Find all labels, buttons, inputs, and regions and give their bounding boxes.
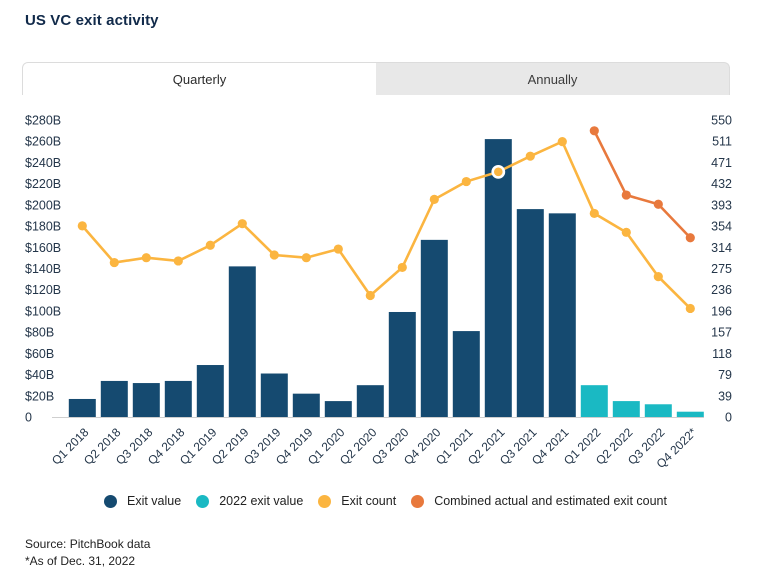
legend-item-exit-value: Exit value [104,494,181,508]
source-note: Source: PitchBook data [25,537,151,551]
left-axis-tick: $200B [25,198,61,212]
left-axis-tick: $40B [25,368,54,382]
footer: Source: PitchBook data *As of Dec. 31, 2… [25,536,150,570]
right-axis-tick: 196 [711,304,732,318]
exit-count-swatch-icon [318,494,332,508]
bar-Q1 2018[interactable] [68,398,96,417]
bar-Q4 2019[interactable] [292,393,320,417]
right-axis-tick: 236 [711,283,732,297]
point-Q4 2022*[interactable] [685,303,695,314]
point-Q1 2022[interactable] [589,208,599,219]
right-axis-tick: 511 [712,135,732,149]
point-Q2 2019[interactable] [237,219,247,229]
line-combined-actual-and-estimated-exit-count [593,130,692,239]
bar-Q2 2020[interactable] [356,385,384,417]
bar-Q4 2022*[interactable] [676,411,704,417]
left-axis-tick: $160B [25,241,61,255]
left-axis-tick: $260B [25,135,61,149]
left-axis-tick: $100B [25,304,61,318]
tab-annually[interactable]: Annually [527,71,578,87]
left-axis-tick: $180B [25,220,61,234]
right-axis-tick: 275 [711,262,732,276]
right-axis-tick: 550 [711,114,732,128]
right-axis-tick: 0 [725,411,732,425]
line-exit-count [81,139,692,310]
bar-Q2 2019[interactable] [228,266,256,417]
point-Q1 2018[interactable] [77,221,87,231]
right-axis-tick: 354 [711,220,732,234]
right-axis-tick: 118 [712,347,732,361]
left-axis-tick: $240B [25,156,61,170]
right-axis-tick: 471 [711,156,732,170]
point-Q4 2020[interactable] [429,194,439,204]
bar-Q3 2020[interactable] [388,311,416,417]
point-Q3 2022[interactable] [653,272,663,282]
left-axis-tick: $120B [25,283,61,297]
legend-item-combined-exit-count: Combined actual and estimated exit count [411,494,667,508]
bar-Q2 2021[interactable] [484,139,512,417]
bar-Q3 2019[interactable] [260,373,288,417]
legend-label: Exit count [341,494,397,508]
left-axis-tick: $80B [25,326,54,340]
right-axis-tick: 432 [711,177,732,191]
bar-Q1 2021[interactable] [452,331,480,417]
bar-Q2 2018[interactable] [100,380,128,417]
left-axis-tick: $140B [25,262,61,276]
right-axis-tick: 393 [711,198,732,212]
right-axis-tick: 79 [718,368,732,382]
point-Q2 2022[interactable] [621,227,631,237]
legend-item-2022-exit-value: 2022 exit value [196,494,303,508]
left-axis-tick: $220B [25,177,61,191]
bar-Q2 2022[interactable] [612,401,640,417]
point-Q4 2018[interactable] [173,256,183,266]
right-axis-tick: 314 [711,241,732,255]
chart-legend: Exit value 2022 exit value Exit count Co… [104,488,667,514]
point-Q3 2018[interactable] [141,253,151,263]
2022-exit-value-swatch-icon [196,494,210,508]
point-Q3 2020[interactable] [397,262,407,273]
bar-Q1 2020[interactable] [324,401,352,417]
bar-Q1 2019[interactable] [196,365,224,417]
point-Q1 2021[interactable] [461,176,471,187]
bar-Q4 2018[interactable] [164,380,192,417]
bar-Q1 2022[interactable] [580,385,608,417]
bar-Q3 2018[interactable] [132,383,160,417]
bar-Q3 2021[interactable] [516,209,544,417]
point-Q2 2022[interactable] [621,190,631,200]
point-Q1 2022[interactable] [589,126,599,136]
point-Q3 2022[interactable] [653,199,663,209]
left-axis-tick: $20B [25,389,54,403]
period-tabs: Quarterly Annually [22,62,730,95]
legend-item-exit-count: Exit count [318,494,396,508]
point-Q3 2019[interactable] [269,250,279,260]
exit-value-swatch-icon [104,494,117,508]
legend-label: 2022 exit value [219,494,304,508]
point-Q4 2021[interactable] [557,137,567,147]
point-Q1 2020[interactable] [333,244,343,254]
right-axis-tick: 157 [711,326,732,340]
legend-label: Exit value [127,494,182,508]
bar-Q3 2022[interactable] [644,404,672,417]
page-title: US VC exit activity [25,12,159,29]
left-axis-tick: $60B [25,347,54,361]
point-Q4 2022*[interactable] [685,233,695,243]
left-axis-tick: $280B [25,114,61,128]
left-axis-tick: 0 [25,411,32,425]
tab-quarterly[interactable]: Quarterly [23,63,376,95]
point-Q4 2019[interactable] [301,253,311,263]
legend-label: Combined actual and estimated exit count [434,494,667,508]
bar-Q4 2020[interactable] [420,239,448,417]
exit-activity-chart: $280B $260B $240B $220B $200B $180B $160B $140B… [25,114,732,471]
bar-Q4 2021[interactable] [548,213,576,417]
right-axis-tick: 39 [718,389,732,403]
point-Q3 2021[interactable] [525,151,535,161]
point-Q1 2019[interactable] [205,240,215,250]
asof-note: *As of Dec. 31, 2022 [25,554,136,568]
point-Q2 2020[interactable] [365,290,375,301]
chart-area: $280B $260B $240B $220B $200B $180B $160B $140B… [10,100,758,480]
combined-exit-count-swatch-icon [411,494,425,508]
point-Q2 2021[interactable] [491,164,506,179]
point-Q2 2018[interactable] [109,257,119,268]
